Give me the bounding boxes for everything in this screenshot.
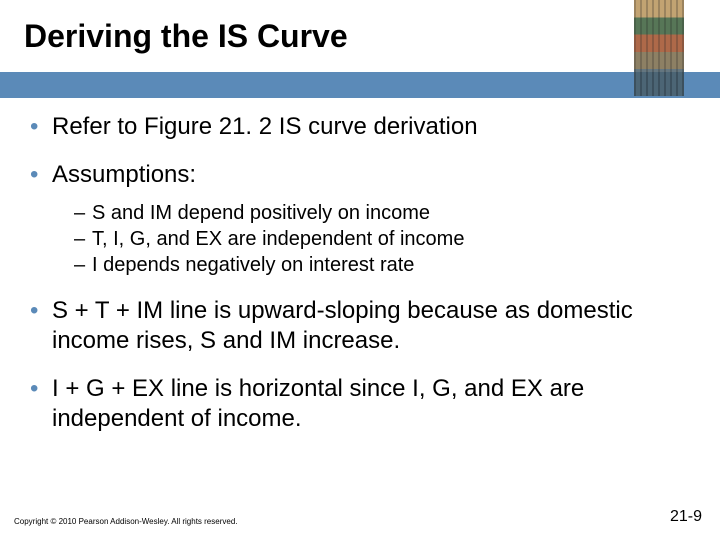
sub-bullet-item: S and IM depend positively on income	[30, 200, 690, 226]
sub-bullet-group: S and IM depend positively on income T, …	[30, 200, 690, 278]
bullet-item: Refer to Figure 21. 2 IS curve derivatio…	[30, 112, 690, 142]
bullet-item: Assumptions:	[30, 160, 690, 190]
sub-bullet-item: T, I, G, and EX are independent of incom…	[30, 226, 690, 252]
accent-bar	[0, 72, 720, 98]
page-number: 21-9	[670, 508, 702, 526]
title-area: Deriving the IS Curve	[24, 18, 630, 55]
bullet-item: S + T + IM line is upward-sloping becaus…	[30, 296, 690, 356]
content-area: Refer to Figure 21. 2 IS curve derivatio…	[30, 112, 690, 452]
sub-bullet-item: I depends negatively on interest rate	[30, 252, 690, 278]
slide-title: Deriving the IS Curve	[24, 18, 630, 55]
publisher-logo	[634, 0, 684, 96]
slide: Deriving the IS Curve Refer to Figure 21…	[0, 0, 720, 540]
bullet-item: I + G + EX line is horizontal since I, G…	[30, 374, 690, 434]
copyright-text: Copyright © 2010 Pearson Addison-Wesley.…	[14, 517, 238, 526]
